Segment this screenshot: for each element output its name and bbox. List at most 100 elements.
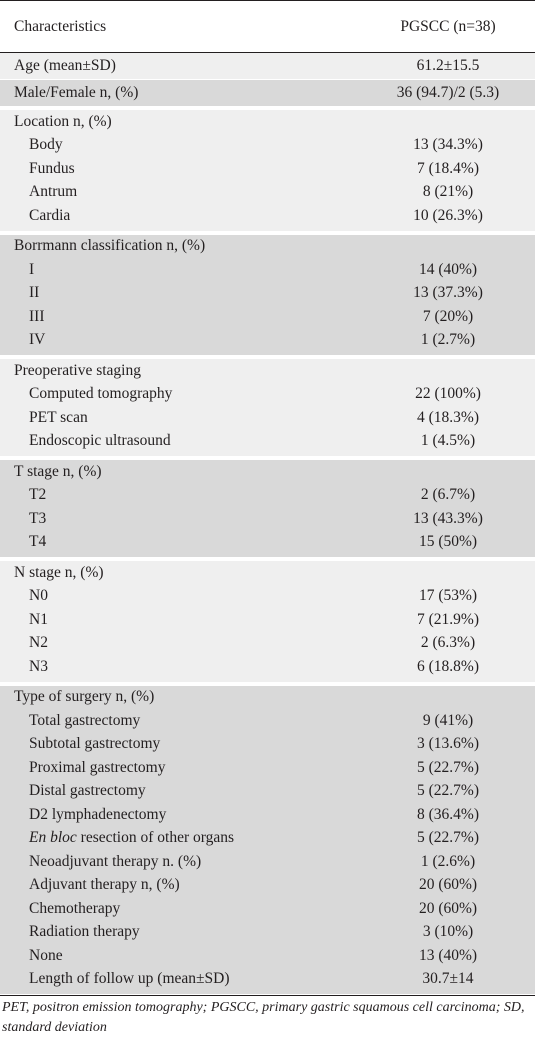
row-label: Borrmann classification n, (%) [14,237,206,255]
header-characteristics: Characteristics [14,17,107,35]
row-value: 61.2±15.5 [416,57,480,74]
row-label: Distal gastrectomy [29,782,146,800]
row-value: 22 (100%) [415,385,481,403]
table-group: T stage n, (%) T2 2 (6.7%) T3 13 (43.3%) T4 15… [0,460,535,558]
table-footnote: PET, positron emission tomography; PGSCC… [2,1000,525,1035]
table-row: N0 17 (53%) [0,585,535,609]
table-row: Cardia 10 (26.3%) [0,204,535,228]
row-label: Proximal gastrectomy [29,758,166,776]
row-value: 2 (6.7%) [420,486,476,504]
row-value: 6 (18.8%) [417,657,479,675]
row-label: Fundus [29,159,75,177]
row-label: En bloc resection of other organs [0,829,363,847]
table-row: I 14 (40%) [0,258,535,282]
row-value: 2 (6.3%) [420,634,476,652]
table-row: T3 13 (43.3%) [0,507,535,531]
table-row: Neoadjuvant therapy n. (%) 1 (2.6%) [0,850,535,874]
row-label: Radiation therapy [29,923,140,941]
row-label-italic: En bloc [29,829,77,847]
table-group: Location n, (%) Body 13 (34.3%) Fundus 7 (18… [0,110,535,232]
row-label: Antrum [29,183,78,201]
table-row: IV 1 (2.7%) [0,329,535,353]
table-body: Age (mean±SD) 61.2±15.5 Male/Female n, (%)… [0,53,535,995]
row-value: 4 (18.3%) [417,408,479,426]
row-value: 10 (26.3%) [413,206,483,224]
table-row: Computed tomography 22 (100%) [0,383,535,407]
row-label: Type of surgery n, (%) [14,688,155,706]
row-label: N2 [29,634,48,652]
table-row: Endoscopic ultrasound 1 (4.5%) [0,430,535,454]
table-row: None 13 (40%) [0,944,535,968]
row-label: Male/Female n, (%) [14,84,139,101]
table-row: III 7 (20%) [0,305,535,329]
table-row: Length of follow up (mean±SD) 30.7±14 [0,968,535,992]
table-row: En bloc resection of other organs 5 (22.7… [0,827,535,851]
row-value: 8 (36.4%) [417,805,479,823]
row-value: 36 (94.7)/2 (5.3) [396,84,500,101]
table-header: Characteristics PGSCC (n=38) [0,0,535,53]
table-row: Fundus 7 (18.4%) [0,157,535,181]
row-value: 20 (60%) [418,876,478,894]
row-value: 7 (18.4%) [417,159,479,177]
table-row: PET scan 4 (18.3%) [0,406,535,430]
row-value: 3 (13.6%) [417,735,479,753]
row-label: Neoadjuvant therapy n. (%) [29,852,202,870]
table-row: T2 2 (6.7%) [0,484,535,508]
row-label: T4 [29,533,47,551]
table-row: Proximal gastrectomy 5 (22.7%) [0,756,535,780]
row-label: Age (mean±SD) [14,57,116,74]
row-label: Total gastrectomy [29,711,141,729]
table-row: Subtotal gastrectomy 3 (13.6%) [0,733,535,757]
table-group: N stage n, (%) N0 17 (53%) N1 7 (21.9%) N2 2 (… [0,561,535,683]
table-row: N1 7 (21.9%) [0,608,535,632]
row-value: 5 (22.7%) [417,829,479,847]
row-value: 14 (40%) [418,260,478,278]
row-label: N0 [29,587,48,605]
table-row: T stage n, (%) [0,460,535,484]
row-value: 20 (60%) [418,899,478,917]
row-label: T stage n, (%) [14,462,102,480]
characteristics-table: Characteristics PGSCC (n=38) Age (mean±S… [0,0,535,1035]
bottom-rule [0,995,535,996]
row-label: N3 [29,657,48,675]
table-row: N stage n, (%) [0,561,535,585]
table-row: Male/Female n, (%) 36 (94.7)/2 (5.3) [0,80,535,106]
table-row: Age (mean±SD) 61.2±15.5 [0,53,535,79]
row-label: III [29,307,45,325]
row-label: PET scan [29,408,88,426]
row-value: 1 (2.7%) [420,331,476,349]
row-label: N1 [29,610,48,628]
row-label: D2 lymphadenectomy [29,805,167,823]
row-label: Location n, (%) [14,112,112,130]
row-label: T3 [29,509,47,527]
row-label: II [29,284,40,302]
row-label: Cardia [29,206,71,224]
row-value: 13 (34.3%) [413,136,483,154]
table-row: Location n, (%) [0,110,535,134]
row-value: 13 (40%) [418,946,478,964]
table-group: Male/Female n, (%) 36 (94.7)/2 (5.3) [0,80,535,107]
row-value: 13 (37.3%) [413,284,483,302]
table-row: N3 6 (18.8%) [0,655,535,679]
row-value: 5 (22.7%) [417,758,479,776]
table-row: Chemotherapy 20 (60%) [0,897,535,921]
row-value: 1 (4.5%) [420,432,476,450]
table-row: Preoperative staging [0,359,535,383]
row-value: 17 (53%) [418,587,478,605]
row-label: Endoscopic ultrasound [29,432,171,450]
row-label: Body [29,136,63,154]
row-label: Preoperative staging [14,361,141,379]
row-value: 30.7±14 [422,970,474,988]
row-value: 15 (50%) [418,533,478,551]
row-label: T2 [29,486,47,504]
row-value: 1 (2.6%) [420,852,476,870]
row-value: 5 (22.7%) [417,782,479,800]
table-row: Antrum 8 (21%) [0,181,535,205]
table-group: Borrmann classification n, (%) I 14 (40%) I… [0,234,535,356]
table-row: Adjuvant therapy n, (%) 20 (60%) [0,874,535,898]
row-value: 7 (20%) [422,307,474,325]
row-label: N stage n, (%) [14,563,104,581]
row-value: 8 (21%) [422,183,474,201]
row-label: Chemotherapy [29,899,121,917]
table-row: D2 lymphadenectomy 8 (36.4%) [0,803,535,827]
